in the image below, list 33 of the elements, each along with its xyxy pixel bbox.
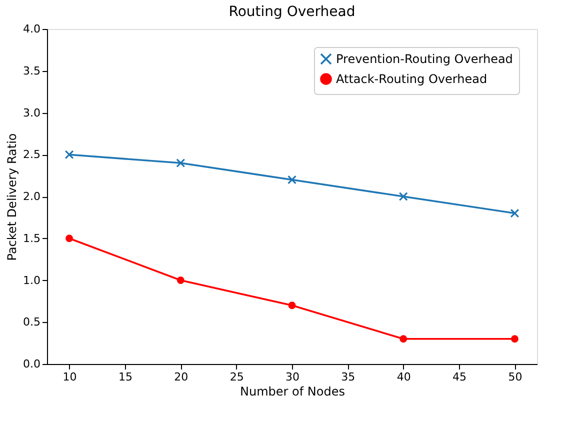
point xyxy=(400,335,408,343)
y-tick-label: 2.0 xyxy=(23,190,40,203)
point xyxy=(64,150,74,160)
x-tick-label: 20 xyxy=(174,370,188,384)
x-tick-label: 35 xyxy=(341,370,356,384)
point xyxy=(287,175,297,184)
point xyxy=(510,208,520,218)
y-tick-label: 3.5 xyxy=(23,64,40,78)
x-tick-label: 45 xyxy=(452,370,467,384)
y-tick-label: 3.0 xyxy=(23,106,40,120)
legend-label: Prevention-Routing Overhead xyxy=(336,52,513,66)
y-tick-label: 0.0 xyxy=(23,358,40,370)
x-tick-label: 25 xyxy=(230,370,244,384)
y-tick-label: 0.5 xyxy=(23,316,40,329)
y-tick-label: 2.5 xyxy=(23,148,40,162)
point xyxy=(288,302,296,310)
x-tick-label: 50 xyxy=(508,370,522,384)
chart-title: Routing Overhead xyxy=(228,4,356,20)
legend-label: Attack-Routing Overhead xyxy=(336,72,488,86)
x-tick-label: 30 xyxy=(286,370,300,384)
point xyxy=(398,192,408,202)
y-tick-label: 1.0 xyxy=(23,274,40,287)
y-tick-label: 4.0 xyxy=(23,22,40,36)
point xyxy=(511,335,518,343)
point xyxy=(176,158,186,168)
x-axis-title: Number of Nodes xyxy=(240,384,345,398)
x-tick-label: 40 xyxy=(396,370,411,384)
x-tick-label: 10 xyxy=(62,370,77,384)
y-tick-label: 1.5 xyxy=(23,232,40,245)
point xyxy=(176,276,184,284)
x-tick-label: 15 xyxy=(118,370,132,384)
y-axis-title: Packet Delivery Ratio xyxy=(5,133,20,261)
point xyxy=(66,234,73,242)
